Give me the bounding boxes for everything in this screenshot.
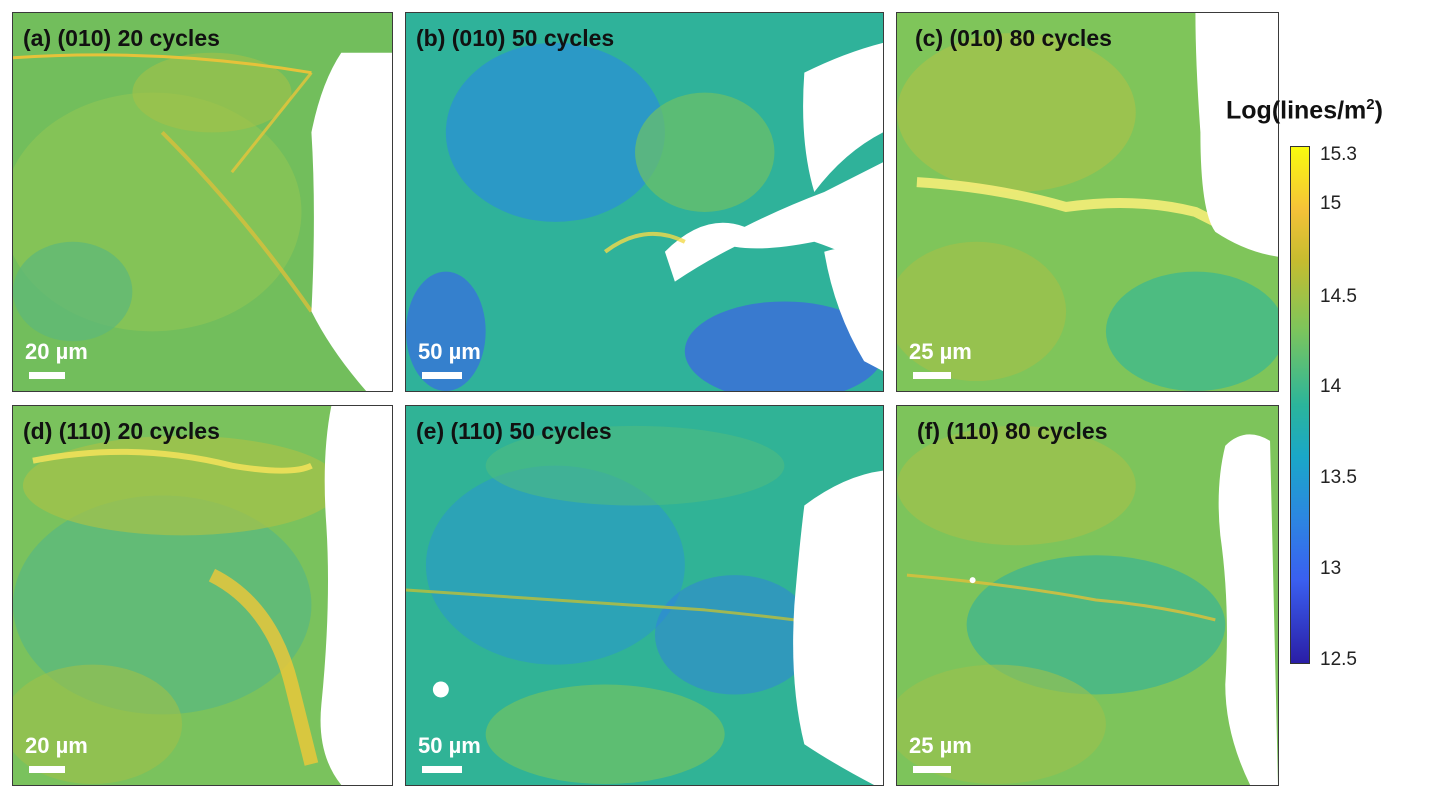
colorbar-tick: 14 bbox=[1320, 376, 1342, 397]
map-panel-b: (b) (010) 50 cycles 50 µm bbox=[405, 12, 884, 392]
colorbar-tick: 13 bbox=[1320, 558, 1342, 579]
density-map-a bbox=[13, 13, 392, 391]
panel-label: (d) (110) 20 cycles bbox=[23, 418, 220, 444]
scale-bar-label: 50 µm bbox=[418, 339, 481, 364]
colorbar-tick: 15 bbox=[1320, 193, 1342, 214]
colorbar-tick: 14.5 bbox=[1320, 286, 1357, 307]
scale-bar bbox=[913, 766, 951, 773]
colorbar-tick: 15.3 bbox=[1320, 144, 1357, 165]
scale-bar-label: 25 µm bbox=[909, 733, 972, 758]
density-map-c bbox=[897, 13, 1278, 391]
colorbar bbox=[1290, 146, 1310, 664]
colorbar-title: Log(lines/m2) bbox=[1226, 96, 1383, 125]
panel-label: (f) (110) 80 cycles bbox=[917, 418, 1108, 444]
map-panel-c: (c) (010) 80 cycles 25 µm bbox=[896, 12, 1279, 392]
colorbar-tick: 12.5 bbox=[1320, 649, 1357, 670]
density-map-b bbox=[406, 13, 883, 391]
colorbar-tick: 13.5 bbox=[1320, 467, 1357, 488]
panel-label: (a) (010) 20 cycles bbox=[23, 25, 220, 51]
scale-bar-label: 50 µm bbox=[418, 733, 481, 758]
map-panel-d: (d) (110) 20 cycles 20 µm bbox=[12, 405, 393, 786]
density-map-e bbox=[406, 406, 883, 785]
map-panel-f: (f) (110) 80 cycles 25 µm bbox=[896, 405, 1279, 786]
scale-bar bbox=[29, 372, 65, 379]
scale-bar bbox=[913, 372, 951, 379]
panel-label: (e) (110) 50 cycles bbox=[416, 418, 612, 444]
scale-bar bbox=[422, 766, 462, 773]
scale-bar-label: 25 µm bbox=[909, 339, 972, 364]
density-map-d bbox=[13, 406, 392, 785]
scale-bar bbox=[29, 766, 65, 773]
panel-label: (b) (010) 50 cycles bbox=[416, 25, 615, 51]
density-map-f bbox=[897, 406, 1278, 785]
map-panel-e: (e) (110) 50 cycles 50 µm bbox=[405, 405, 884, 786]
scale-bar bbox=[422, 372, 462, 379]
map-panel-a: (a) (010) 20 cycles 20 µm bbox=[12, 12, 393, 392]
panel-label: (c) (010) 80 cycles bbox=[915, 25, 1112, 51]
scale-bar-label: 20 µm bbox=[25, 339, 88, 364]
scale-bar-label: 20 µm bbox=[25, 733, 88, 758]
